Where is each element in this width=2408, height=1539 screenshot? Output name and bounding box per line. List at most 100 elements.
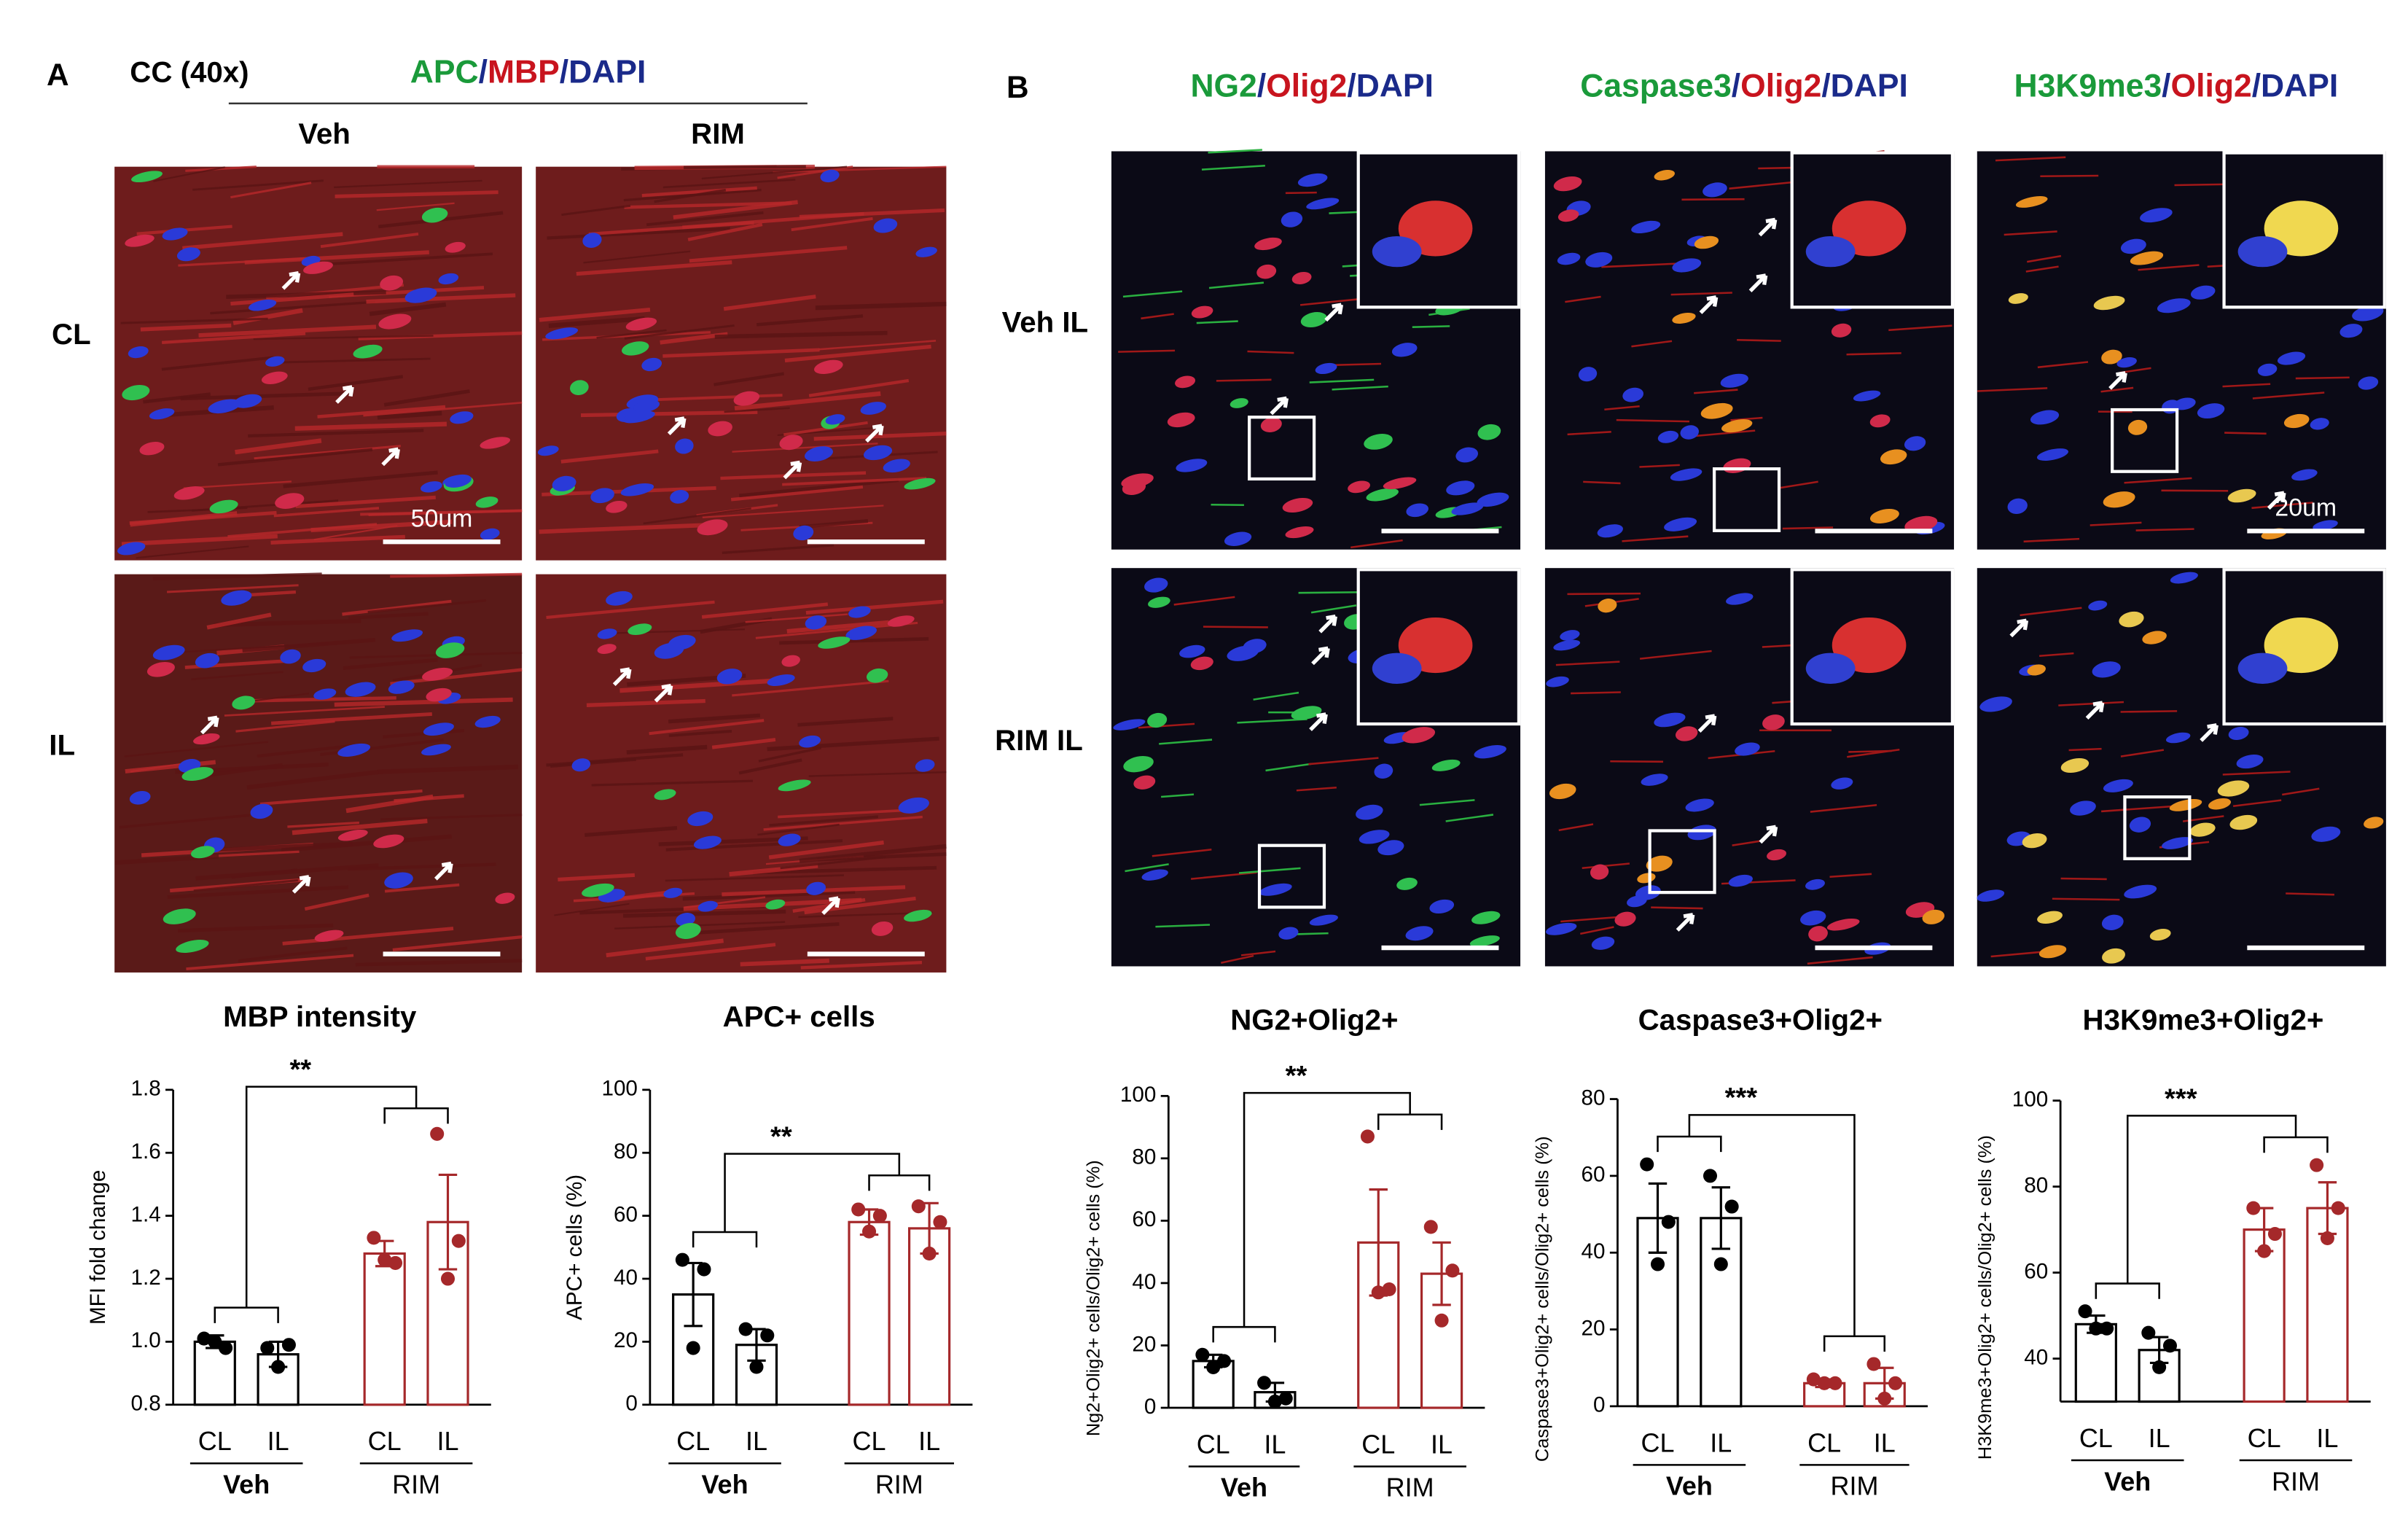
cell xyxy=(1383,477,1417,489)
cell xyxy=(1477,492,1509,507)
fiber xyxy=(366,293,516,304)
cell xyxy=(1622,387,1643,402)
arrow xyxy=(612,667,632,687)
cell xyxy=(2310,418,2329,430)
fiber xyxy=(153,166,225,182)
cell xyxy=(2103,491,2135,508)
cell xyxy=(275,493,305,509)
fiber xyxy=(120,317,268,324)
cell xyxy=(2283,413,2310,429)
cell xyxy=(1977,889,2005,902)
process xyxy=(1810,804,1877,813)
cell xyxy=(814,359,843,375)
cell xyxy=(378,313,412,330)
fiber xyxy=(119,814,250,829)
process xyxy=(1639,650,1712,660)
fiber xyxy=(773,165,947,174)
data-point xyxy=(1640,1157,1654,1172)
cell xyxy=(820,169,840,183)
x-tick-label: IL xyxy=(1874,1427,1896,1457)
fiber xyxy=(763,815,923,831)
x-tick-label: IL xyxy=(2316,1423,2338,1453)
cell xyxy=(480,528,500,540)
cell xyxy=(475,496,499,508)
inset-cell xyxy=(1372,235,1422,268)
process xyxy=(2100,386,2134,393)
group-label: Veh xyxy=(1221,1473,1267,1503)
fiber xyxy=(377,410,442,420)
data-point xyxy=(1371,1285,1385,1300)
data-point xyxy=(1267,1394,1282,1409)
cell xyxy=(779,435,803,451)
inset-marker xyxy=(2111,408,2179,473)
fiber xyxy=(641,186,757,198)
fiber xyxy=(818,340,937,351)
cell xyxy=(265,356,285,367)
data-point xyxy=(1817,1376,1832,1390)
cell xyxy=(2038,945,2067,959)
fiber xyxy=(383,389,470,407)
cell xyxy=(337,829,368,841)
cell xyxy=(778,833,801,846)
cell xyxy=(1402,727,1436,744)
process xyxy=(2135,528,2194,531)
process xyxy=(2222,771,2291,776)
fiber xyxy=(614,921,786,930)
stain-part: Olig2 xyxy=(1266,68,1347,104)
panel-label: B xyxy=(1006,70,1029,104)
fiber xyxy=(554,903,630,916)
arrow xyxy=(865,424,884,443)
cell xyxy=(1675,726,1698,741)
process xyxy=(1782,526,1834,530)
cell xyxy=(1285,526,1314,539)
cell xyxy=(1767,849,1786,861)
column-label: RIM xyxy=(691,117,745,150)
fiber xyxy=(226,290,386,299)
fiber xyxy=(343,658,438,670)
data-point xyxy=(2257,1244,2272,1258)
fiber xyxy=(734,391,881,411)
fiber xyxy=(292,818,428,835)
process xyxy=(2060,877,2107,881)
process xyxy=(1196,320,1238,324)
fiber xyxy=(561,204,631,217)
cell xyxy=(2093,295,2125,311)
scale-label: 50um xyxy=(411,505,473,533)
cell xyxy=(1141,869,1168,881)
cell xyxy=(2208,798,2232,810)
cell xyxy=(1259,883,1292,896)
cell xyxy=(805,615,827,630)
cell xyxy=(1469,935,1500,947)
significance: ** xyxy=(1286,1061,1307,1091)
process xyxy=(1122,290,1183,298)
cell xyxy=(302,658,327,673)
chart-title: NG2+Olig2+ xyxy=(1230,1003,1398,1036)
cell xyxy=(1315,362,1337,375)
process xyxy=(1558,823,1594,832)
fiber xyxy=(345,794,434,814)
data-point xyxy=(2267,1226,2282,1242)
cell xyxy=(1700,402,1733,419)
fiber xyxy=(805,599,944,615)
cell xyxy=(480,437,511,449)
fiber xyxy=(136,545,249,559)
fiber xyxy=(645,943,776,961)
data-point xyxy=(862,1224,877,1239)
process xyxy=(1567,431,1611,436)
y-axis-label: H3K9me3+Olig2+ cells/Olig2+ cells (%) xyxy=(1975,1135,1995,1460)
cell xyxy=(280,649,301,664)
cell xyxy=(793,525,814,541)
y-tick-label: 1.2 xyxy=(130,1266,160,1290)
inset-marker xyxy=(1648,829,1716,895)
data-point xyxy=(697,1262,711,1277)
fiber xyxy=(732,443,878,453)
fiber xyxy=(767,736,939,752)
process xyxy=(1565,295,1601,303)
cell xyxy=(1113,719,1146,730)
fiber xyxy=(548,316,645,328)
process xyxy=(1604,405,1640,411)
fiber xyxy=(369,302,447,316)
cell xyxy=(1800,910,1826,926)
fiber xyxy=(165,642,329,654)
cell xyxy=(675,923,701,939)
